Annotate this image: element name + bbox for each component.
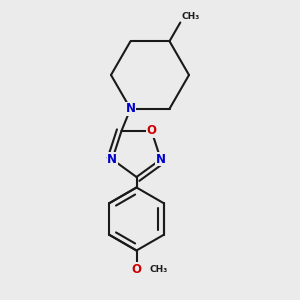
Text: N: N: [107, 153, 117, 166]
Text: O: O: [146, 124, 157, 137]
Text: CH₃: CH₃: [149, 265, 167, 274]
Text: CH₃: CH₃: [182, 12, 200, 21]
Text: O: O: [131, 262, 142, 276]
Text: N: N: [156, 153, 166, 166]
Text: N: N: [125, 102, 136, 115]
